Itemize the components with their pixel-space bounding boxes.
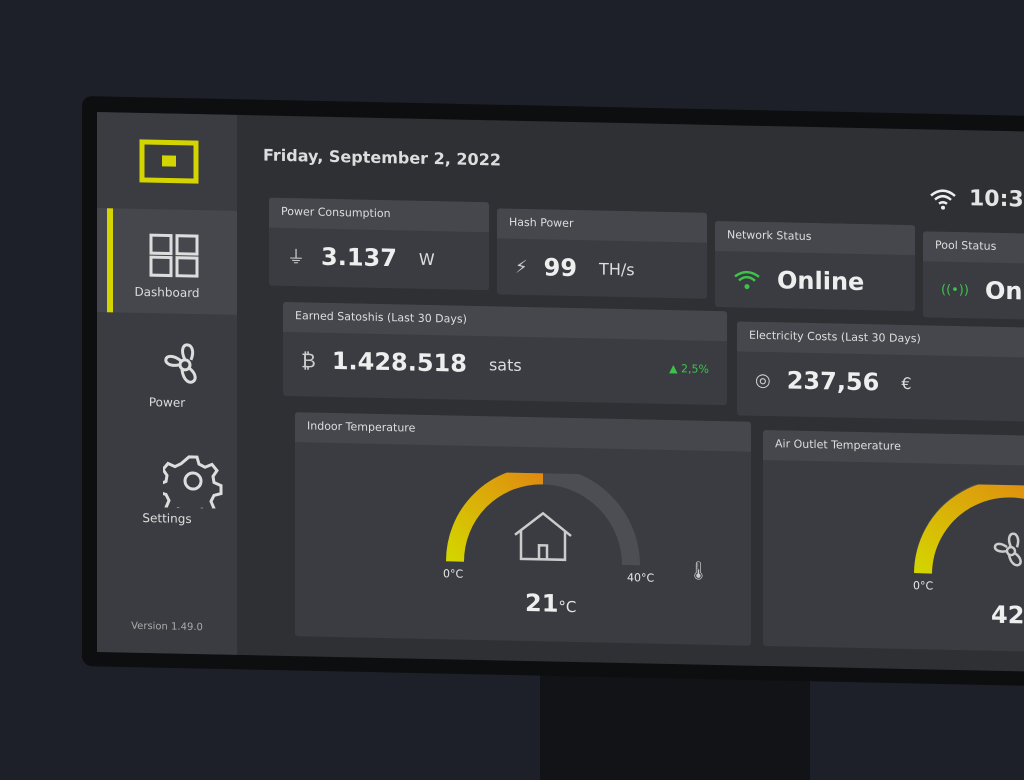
card-title: Power Consumption bbox=[269, 197, 489, 233]
power-icon bbox=[164, 343, 197, 384]
bitcoin-icon: ₿ bbox=[301, 347, 316, 373]
card-title: Pool Status bbox=[923, 231, 1024, 266]
card-title: Hash Power bbox=[497, 208, 707, 243]
card-title: Network Status bbox=[715, 220, 915, 256]
unit: °C bbox=[558, 597, 577, 617]
gauge bbox=[914, 482, 1024, 578]
unit: TH/s bbox=[599, 259, 635, 279]
card: Power Consumption ⏚ 3.137 W bbox=[269, 197, 489, 291]
nav-label[interactable]: Settings bbox=[142, 510, 192, 526]
card: Hash Power ⚡ 99 TH/s bbox=[497, 208, 707, 299]
value: 21 bbox=[525, 588, 559, 618]
time: 10:3 bbox=[969, 186, 1024, 213]
card-title: Indoor Temperature bbox=[295, 412, 751, 452]
card: Network Status Online bbox=[715, 220, 915, 312]
unit: W bbox=[418, 249, 435, 269]
change: ▲ 2,5% bbox=[669, 361, 709, 376]
value: 1.428.518 bbox=[331, 346, 467, 378]
meter-icon: ◎ bbox=[755, 369, 771, 391]
card: Electricity Costs (Last 30 Days) ◎ 237,56… bbox=[737, 321, 1024, 422]
gauge-max: 40°C bbox=[627, 571, 655, 585]
card: Earned Satoshis (Last 30 Days) ₿ 1.428.51… bbox=[283, 301, 727, 406]
value: 237,56 bbox=[786, 366, 880, 397]
plug-icon: ⏚ bbox=[287, 246, 305, 269]
value: 99 bbox=[543, 253, 578, 283]
thermometer-icon: 🌡 bbox=[687, 560, 710, 582]
sidebar: Dashboard Power Settings Version 1.49.0 bbox=[97, 112, 237, 655]
unit: € bbox=[901, 373, 912, 393]
value: Online bbox=[777, 266, 865, 297]
signal-icon: ((•)) bbox=[941, 282, 969, 298]
screen: Dashboard Power Settings Version 1.49.0 … bbox=[97, 112, 1024, 672]
date: Friday, September 2, 2022 bbox=[263, 145, 501, 170]
value: 3.137 bbox=[321, 242, 397, 273]
gauge-reading: 42 bbox=[991, 601, 1024, 630]
logo bbox=[139, 139, 199, 184]
nav-label[interactable]: Power bbox=[148, 395, 186, 410]
gauge bbox=[446, 471, 640, 566]
value: On bbox=[984, 276, 1023, 306]
gauge-reading: 21°C bbox=[525, 589, 576, 618]
gauge-min: 0°C bbox=[913, 579, 934, 593]
wifi-icon bbox=[930, 189, 956, 210]
nav-label[interactable]: Dashboard bbox=[134, 284, 200, 301]
unit: sats bbox=[488, 354, 522, 375]
card: Pool Status ((•)) On bbox=[923, 231, 1024, 322]
settings-icon bbox=[163, 455, 223, 509]
card: Indoor Temperature 0°C 40°C 21°C 🌡 bbox=[295, 412, 751, 646]
value: 42 bbox=[991, 600, 1024, 630]
version: Version 1.49.0 bbox=[131, 620, 203, 634]
card: Air Outlet Temperature 0°C 42 bbox=[763, 429, 1024, 653]
gauge-min: 0°C bbox=[443, 567, 464, 581]
wifi-icon bbox=[734, 270, 760, 290]
dashboard-icon bbox=[149, 233, 199, 278]
bolt-icon: ⚡ bbox=[515, 256, 528, 278]
change-value: 2,5% bbox=[681, 361, 709, 376]
card-title: Air Outlet Temperature bbox=[763, 429, 1024, 467]
